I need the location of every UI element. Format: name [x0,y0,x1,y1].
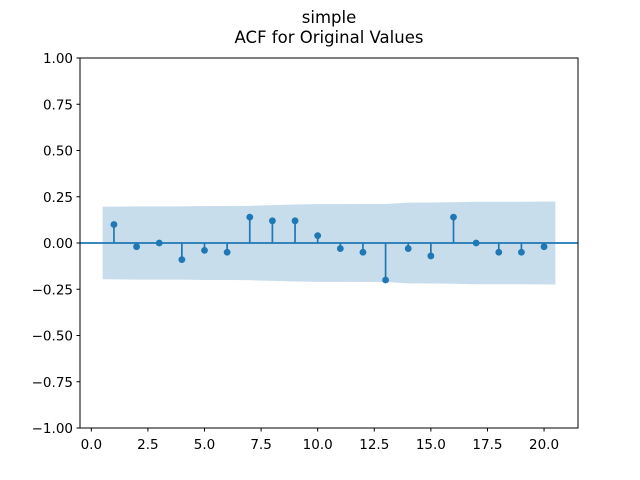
x-tick-label: 2.5 [137,437,158,453]
y-tick-label: 0.50 [43,144,73,160]
acf-marker-lag-10 [314,232,322,240]
acf-marker-lag-9 [291,217,299,225]
x-tick-label: 10.0 [303,437,333,453]
y-tick-label: 1.00 [43,51,73,67]
y-tick-label: 0.75 [43,97,73,113]
x-tick-label: 5.0 [194,437,215,453]
chart-title: simple [301,8,357,27]
x-tick-label: 20.0 [529,437,559,453]
acf-marker-lag-11 [336,245,344,252]
chart-title-block: simple ACF for Original Values [235,8,424,47]
x-tick-label: 17.5 [472,437,502,453]
x-tick-label: 0.0 [81,437,102,453]
acf-marker-lag-13 [382,276,389,284]
acf-marker-lag-6 [223,248,231,256]
acf-marker-lag-1 [110,221,118,228]
acf-marker-lag-15 [427,252,435,260]
acf-marker-lag-12 [359,248,367,256]
acf-marker-lag-4 [178,256,186,264]
chart-subtitle: ACF for Original Values [234,27,424,47]
acf-marker-lag-2 [133,243,140,251]
y-tick-label: −0.75 [32,375,73,391]
x-tick-label: 7.5 [250,437,271,453]
y-tick-label: 0.25 [43,190,73,206]
y-tick-label: −0.25 [32,282,73,298]
acf-marker-lag-18 [495,248,503,256]
acf-marker-lag-3 [155,239,163,247]
acf-marker-lag-5 [201,247,208,254]
acf-marker-lag-20 [540,243,548,251]
x-tick-label: 12.5 [359,437,389,453]
y-tick-label: −0.50 [32,329,73,345]
acf-marker-lag-16 [450,213,457,221]
acf-marker-lag-14 [404,245,412,252]
acf-marker-lag-7 [246,213,254,221]
acf-marker-lag-17 [472,239,480,247]
acf-marker-lag-8 [269,217,276,225]
x-tick-label: 15.0 [416,437,446,453]
acf-marker-lag-19 [518,248,525,256]
y-tick-label: −1.00 [32,421,73,437]
y-tick-label: 0.00 [43,236,73,252]
